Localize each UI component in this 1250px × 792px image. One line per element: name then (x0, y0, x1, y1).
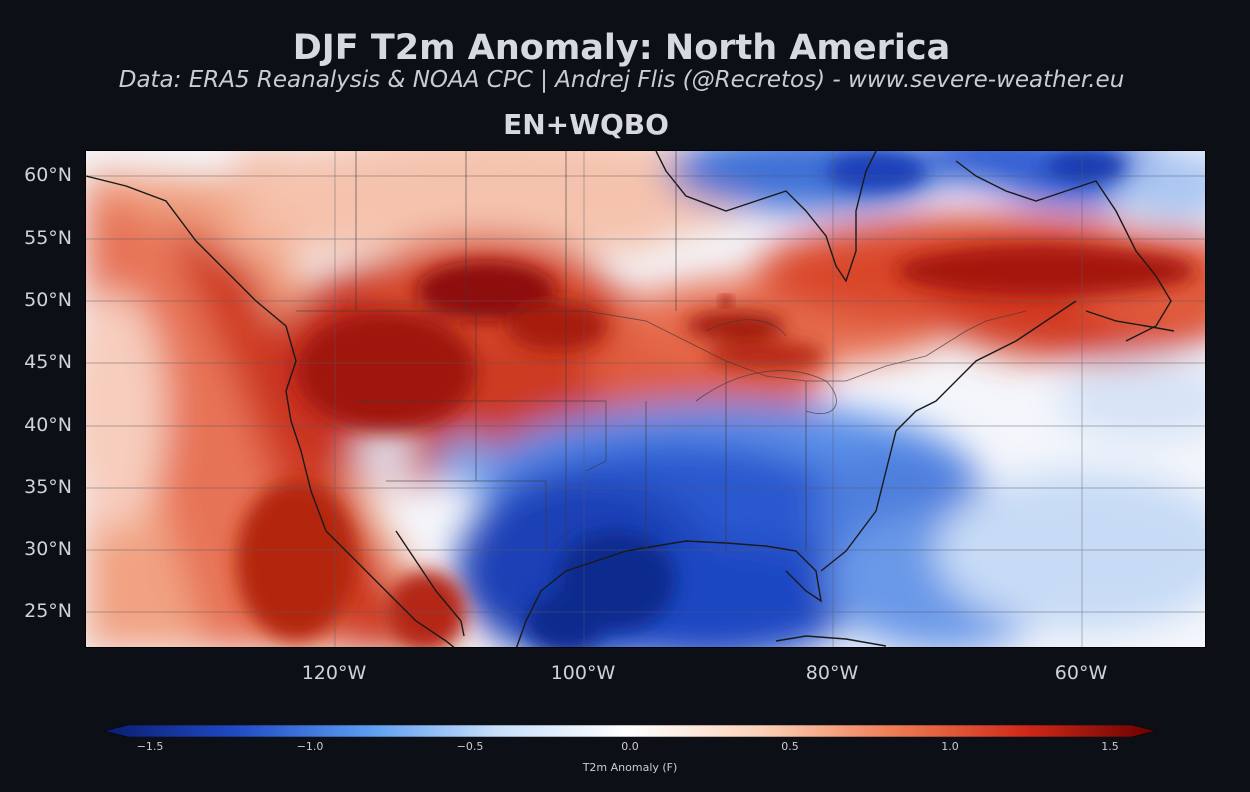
colorbar-label: T2m Anomaly (F) (582, 761, 678, 774)
anomaly-map-svg (86, 151, 1205, 647)
borders (296, 151, 1027, 551)
lon-label-80w: 80°W (805, 662, 859, 684)
lat-label-55: 55°N (24, 227, 72, 249)
colorbar-tick: 1.0 (941, 740, 959, 753)
lat-label-60: 60°N (24, 164, 72, 186)
anomaly-map (85, 150, 1206, 648)
colorbar (103, 722, 1157, 738)
graticule (86, 151, 1205, 647)
lat-label-50: 50°N (24, 289, 72, 311)
figure-subtitle: Data: ERA5 Reanalysis & NOAA CPC | Andre… (118, 67, 1125, 93)
colorbar-tick: −1.0 (296, 740, 324, 753)
lon-label-120w: 120°W (301, 662, 367, 684)
colorbar-tick: 0.0 (621, 740, 639, 753)
lon-label-60w: 60°W (1054, 662, 1108, 684)
colorbar-tick: −0.5 (456, 740, 484, 753)
colorbar-tick: 1.5 (1101, 740, 1119, 753)
lat-label-35: 35°N (24, 476, 72, 498)
colorbar-tick: 0.5 (781, 740, 799, 753)
colorbar-tick: −1.5 (136, 740, 164, 753)
panel-title: EN+WQBO (503, 108, 669, 141)
lon-label-100w: 100°W (550, 662, 616, 684)
figure-title: DJF T2m Anomaly: North America (292, 28, 951, 68)
anomaly-field (86, 151, 1205, 647)
lat-label-45: 45°N (24, 351, 72, 373)
lat-label-30: 30°N (24, 538, 72, 560)
coastlines (86, 151, 1175, 647)
lat-label-25: 25°N (24, 600, 72, 622)
lat-label-40: 40°N (24, 414, 72, 436)
colorbar-svg (103, 724, 1157, 738)
